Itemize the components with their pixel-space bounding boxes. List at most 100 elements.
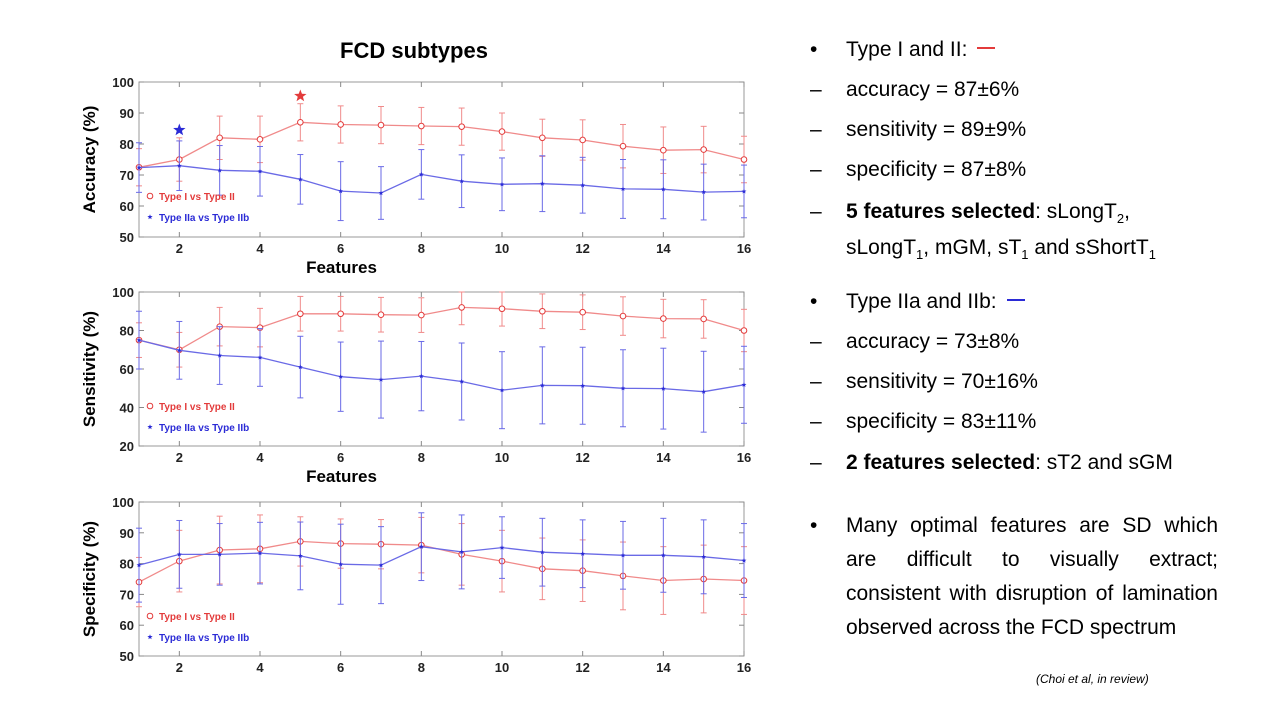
legend-marker-type1 [146, 192, 154, 200]
series-line [138, 121, 745, 168]
data-point [660, 552, 666, 558]
best-feature-star [173, 123, 186, 136]
figure-title: FCD subtypes [340, 38, 488, 63]
data-point [741, 188, 747, 194]
data-point [136, 164, 142, 170]
data-point [741, 557, 747, 563]
series-type2 [136, 512, 747, 605]
data-point [620, 552, 626, 558]
y-tick-label: 100 [112, 285, 134, 300]
y-tick-label: 100 [112, 495, 134, 510]
data-point [660, 146, 667, 154]
data-point [378, 376, 384, 382]
x-tick-label: 4 [256, 450, 264, 465]
x-tick-label: 2 [176, 450, 183, 465]
data-point [498, 305, 506, 313]
y-tick-label: 90 [120, 106, 134, 121]
x-tick-label: 6 [337, 660, 344, 675]
data-point [216, 134, 223, 142]
data-point [338, 188, 344, 194]
chart-panel-1: 50 60 70 80 90 100 2 4 6 8 10 12 14 16 Accuracy (%) Fea… [80, 75, 751, 277]
data-point [418, 171, 424, 177]
y-tick-label: 100 [112, 75, 134, 90]
x-tick-label: 10 [495, 241, 509, 256]
data-point [660, 386, 666, 391]
data-point [338, 561, 344, 567]
x-tick-label: 12 [575, 450, 589, 465]
type2-color-swatch [1006, 299, 1025, 302]
data-point [297, 364, 303, 370]
y-axis-label: Sensitivity (%) [80, 311, 99, 427]
data-point [337, 310, 344, 318]
data-point [539, 382, 545, 388]
y-tick-label: 20 [120, 439, 134, 454]
series-line [138, 540, 745, 583]
type1-color-swatch [977, 47, 996, 50]
data-point [377, 121, 385, 129]
best-feature-star [294, 89, 307, 102]
data-point [338, 374, 344, 379]
y-tick-label: 70 [120, 168, 134, 183]
data-point [176, 347, 182, 353]
y-tick-label: 80 [120, 324, 134, 339]
chart-area: FCD subtypes 50 60 70 80 90 100 2 4 6 8 10 12 14 16 Ac… [80, 38, 751, 675]
data-point [539, 307, 546, 315]
data-point [459, 178, 465, 184]
data-point [378, 190, 384, 196]
y-tick-label: 70 [120, 587, 134, 602]
data-point [458, 123, 465, 130]
x-tick-label: 2 [176, 241, 183, 256]
x-tick-label: 10 [495, 450, 509, 465]
y-tick-label: 60 [120, 618, 134, 633]
data-point [539, 181, 545, 186]
data-point [217, 551, 223, 557]
data-point [217, 167, 223, 173]
x-tick-label: 16 [737, 660, 751, 675]
y-axis-label: Specificity (%) [80, 521, 99, 637]
x-tick-label: 10 [495, 660, 509, 675]
data-point [459, 378, 465, 384]
x-tick-label: 6 [337, 241, 344, 256]
series-type2 [136, 123, 747, 222]
x-tick-label: 12 [575, 660, 589, 675]
x-tick-label: 16 [737, 450, 751, 465]
data-point [176, 551, 182, 557]
data-point [580, 182, 586, 188]
y-tick-label: 50 [120, 649, 134, 664]
data-point [418, 373, 424, 379]
data-point [700, 315, 707, 323]
x-axis-label: Features [306, 258, 377, 277]
legend-label-type2: Type IIa vs Type IIb [159, 633, 249, 644]
x-tick-label: 8 [418, 241, 425, 256]
data-point [297, 553, 303, 558]
x-tick-label: 14 [656, 241, 671, 256]
data-point [256, 136, 264, 143]
data-point [337, 121, 344, 128]
data-point [257, 354, 263, 360]
x-tick-label: 4 [256, 241, 264, 256]
data-point [297, 119, 304, 126]
x-tick-label: 14 [656, 450, 671, 465]
data-point [740, 156, 748, 163]
legend-marker-type1 [146, 402, 154, 410]
legend-marker-type2 [147, 214, 153, 220]
x-tick-label: 8 [418, 660, 425, 675]
y-tick-label: 90 [120, 526, 134, 541]
data-point [136, 562, 142, 568]
legend-label-type1: Type I vs Type II [159, 192, 235, 203]
data-point [620, 186, 626, 192]
data-point [458, 304, 465, 311]
legend-label-type2: Type IIa vs Type IIb [159, 423, 249, 434]
x-tick-label: 16 [737, 241, 751, 256]
data-point [579, 308, 586, 316]
x-tick-label: 14 [656, 660, 671, 675]
y-tick-label: 80 [120, 137, 134, 152]
data-point [377, 311, 385, 319]
data-point [499, 544, 505, 550]
x-tick-label: 12 [575, 241, 589, 256]
series-type2 [136, 310, 747, 433]
data-point [539, 549, 545, 555]
x-axis-label: Features [306, 467, 377, 486]
legend-label-type1: Type I vs Type II [159, 402, 235, 413]
data-point [176, 163, 182, 168]
